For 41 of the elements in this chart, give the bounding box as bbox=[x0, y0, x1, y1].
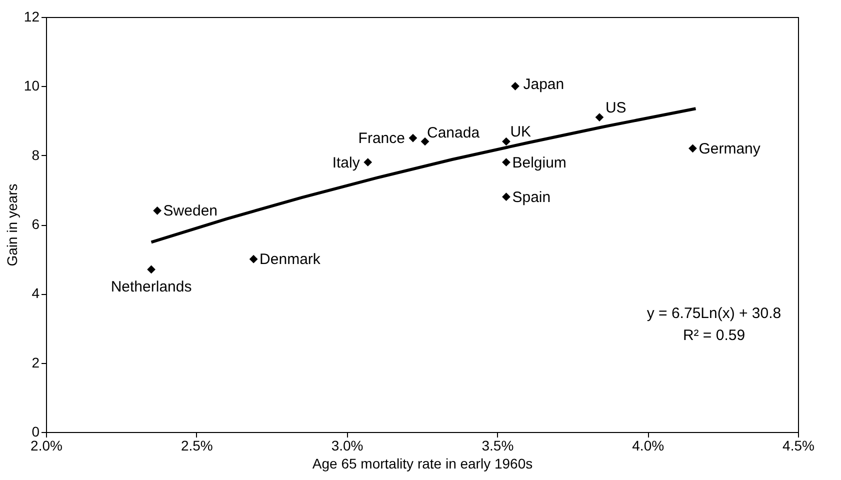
y-tick-label: 6 bbox=[32, 216, 40, 232]
y-axis-title: Gain in years bbox=[4, 184, 20, 266]
point bbox=[249, 254, 258, 264]
x-axis-title: Age 65 mortality rate in early 1960s bbox=[312, 456, 533, 472]
point bbox=[688, 144, 697, 153]
annotation: Denmark bbox=[260, 251, 321, 268]
annotation: R² = 0.59 bbox=[682, 327, 746, 344]
y-tick-label: 0 bbox=[32, 424, 40, 440]
annotation: Spain bbox=[512, 188, 551, 206]
annotation: Sweden bbox=[163, 202, 218, 220]
x-tick-label: 4.5% bbox=[782, 438, 814, 454]
y-tick-label: 4 bbox=[32, 285, 40, 302]
point bbox=[420, 137, 430, 146]
x-tick-label: 4.0% bbox=[632, 438, 664, 454]
annotation: Canada bbox=[427, 124, 480, 142]
annotation: Italy bbox=[332, 154, 360, 172]
point bbox=[595, 113, 604, 122]
point bbox=[364, 158, 372, 166]
annotation: France bbox=[358, 130, 405, 148]
point bbox=[511, 82, 520, 90]
annotation: UK bbox=[510, 124, 532, 140]
x-tick-label: 3.0% bbox=[331, 438, 364, 454]
x-tick-label: 3.5% bbox=[482, 438, 514, 454]
x-tick-label: 2.5% bbox=[180, 438, 213, 454]
point bbox=[147, 265, 156, 274]
y-tick-label: 12 bbox=[24, 8, 40, 24]
annotation: Belgium bbox=[512, 154, 566, 172]
point bbox=[408, 134, 418, 142]
y-tick-label: 2 bbox=[32, 354, 40, 370]
x-tick-label: 2.0% bbox=[30, 438, 62, 454]
annotation: Germany bbox=[698, 140, 761, 158]
point bbox=[502, 158, 510, 166]
annotation: y = 6.75Ln(x) + 30.8 bbox=[646, 305, 782, 322]
point bbox=[153, 206, 162, 215]
annotation: Netherlands bbox=[110, 278, 192, 296]
point bbox=[502, 192, 510, 202]
y-tick-label: 8 bbox=[32, 146, 40, 163]
annotation: Japan bbox=[523, 76, 564, 94]
point bbox=[502, 137, 510, 146]
annotation: US bbox=[605, 99, 626, 116]
y-tick-label: 10 bbox=[24, 78, 40, 94]
